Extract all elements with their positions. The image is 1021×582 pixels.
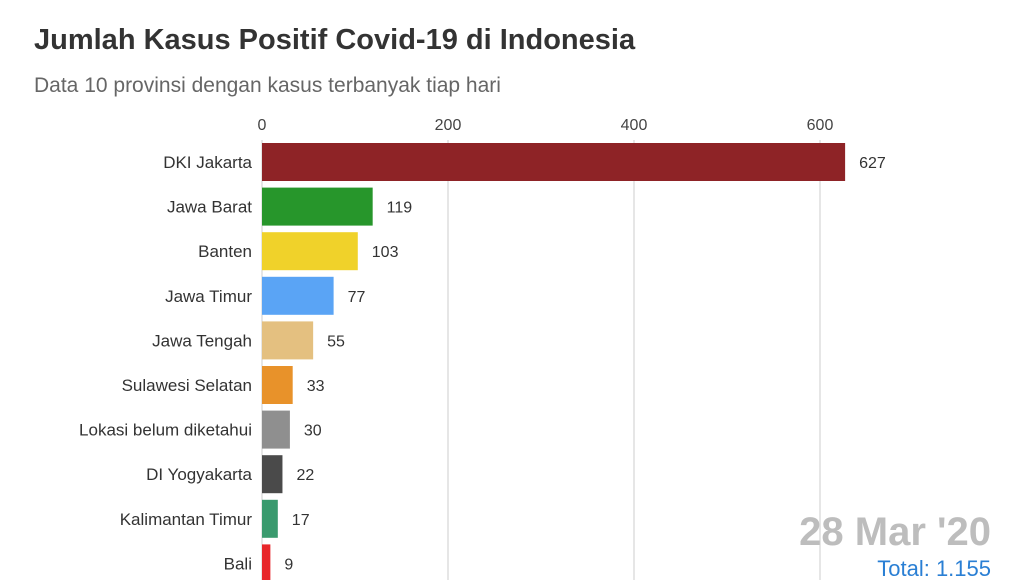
- bar: [262, 455, 283, 494]
- value-label: 22: [296, 467, 314, 484]
- bar: [262, 366, 293, 404]
- category-label: DI Yogyakarta: [146, 465, 252, 484]
- chart-title: Jumlah Kasus Positif Covid-19 di Indones…: [34, 24, 636, 56]
- bar: [262, 232, 358, 271]
- bar: [262, 143, 846, 181]
- category-label: DKI Jakarta: [163, 153, 252, 172]
- bar: [262, 544, 271, 580]
- bar: [262, 276, 334, 315]
- date-label: 28 Mar '20: [799, 510, 991, 554]
- category-label: Jawa Barat: [167, 198, 252, 217]
- x-tick-label: 0: [258, 117, 267, 134]
- x-tick-label: 200: [435, 117, 462, 134]
- category-label: Banten: [198, 242, 252, 261]
- category-label: Sulawesi Selatan: [122, 376, 252, 395]
- category-label: Jawa Timur: [165, 287, 252, 306]
- bar: [262, 499, 278, 538]
- chart-subtitle: Data 10 provinsi dengan kasus terbanyak …: [34, 74, 501, 97]
- value-label: 119: [387, 200, 413, 217]
- value-label: 30: [304, 423, 322, 440]
- value-label: 77: [348, 289, 366, 306]
- total-label: Total: 1.155: [877, 556, 991, 581]
- category-label: Jawa Tengah: [152, 331, 252, 350]
- category-label: Lokasi belum diketahui: [79, 421, 252, 440]
- x-tick-label: 600: [807, 117, 834, 134]
- value-label: 55: [327, 333, 345, 350]
- value-label: 17: [292, 512, 310, 529]
- value-label: 33: [307, 378, 325, 395]
- bar: [262, 321, 314, 360]
- value-label: 627: [859, 155, 886, 172]
- x-tick-label: 400: [621, 117, 648, 134]
- value-label: 9: [284, 556, 293, 573]
- bar: [262, 187, 373, 226]
- category-label: Bali: [224, 554, 252, 573]
- bar: [262, 410, 290, 449]
- value-label: 103: [372, 244, 399, 261]
- category-label: Kalimantan Timur: [120, 510, 253, 529]
